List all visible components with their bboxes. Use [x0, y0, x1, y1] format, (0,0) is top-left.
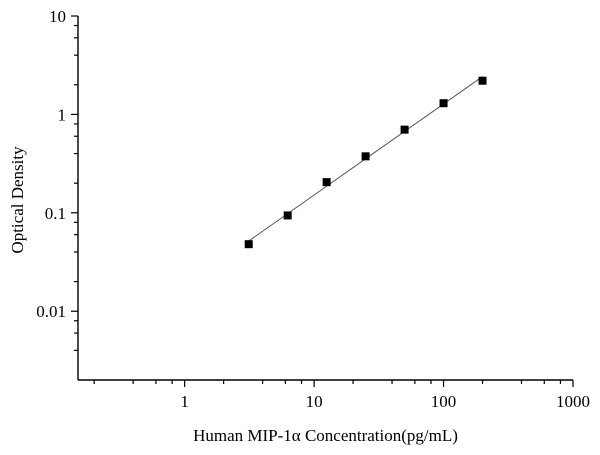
x-axis-title: Human MIP-1α Concentration(pg/mL): [193, 426, 458, 445]
data-point: [439, 99, 448, 108]
data-point: [361, 152, 370, 161]
x-tick-label: 1: [180, 392, 189, 411]
data-point: [322, 178, 331, 187]
x-tick-label: 10: [306, 392, 323, 411]
ticks: [71, 15, 574, 387]
tick-labels: 1 10 100 1000 0.01 0.1 1 10: [36, 7, 590, 411]
x-tick-label: 100: [431, 392, 457, 411]
y-axis-title: Optical Density: [8, 146, 27, 254]
axes: [77, 16, 573, 381]
data-point: [478, 76, 487, 85]
y-tick-label: 10: [49, 7, 66, 26]
y-tick-label: 0.01: [36, 302, 66, 321]
data-points: [244, 76, 487, 249]
data-point: [283, 211, 292, 220]
x-tick-label: 1000: [556, 392, 590, 411]
data-point: [400, 125, 409, 134]
y-tick-label: 1: [58, 105, 67, 124]
y-tick-label: 0.1: [45, 204, 66, 223]
data-point: [244, 240, 253, 249]
